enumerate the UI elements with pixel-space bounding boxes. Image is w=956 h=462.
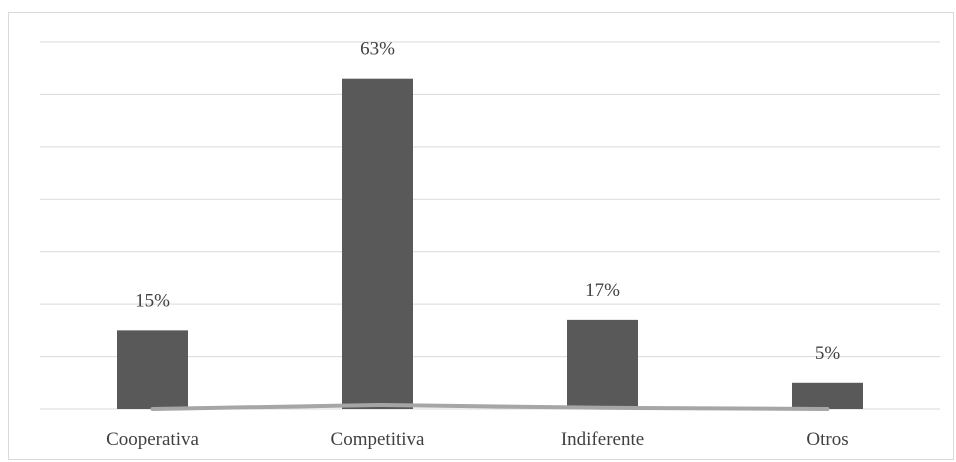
- bar-otros: [792, 382, 863, 409]
- bar-indiferente: [567, 319, 638, 409]
- trend-line: [150, 403, 830, 411]
- category-label-indiferente: Indiferente: [561, 429, 644, 450]
- bar-competitiva: [342, 78, 413, 409]
- bar-cooperativa: [117, 330, 188, 409]
- category-label-cooperativa: Cooperativa: [106, 429, 199, 450]
- bars: [117, 78, 863, 409]
- trend-line-path: [150, 403, 830, 411]
- category-labels: Cooperativa Competitiva Indiferente Otros: [106, 429, 849, 450]
- data-label-otros: 5%: [815, 343, 841, 364]
- data-label-competitiva: 63%: [360, 39, 395, 60]
- data-labels: 15% 63% 17% 5%: [135, 39, 840, 364]
- data-label-indiferente: 17%: [585, 280, 620, 301]
- data-label-cooperativa: 15%: [135, 290, 170, 311]
- category-label-competitiva: Competitiva: [331, 429, 426, 450]
- category-label-otros: Otros: [806, 429, 848, 450]
